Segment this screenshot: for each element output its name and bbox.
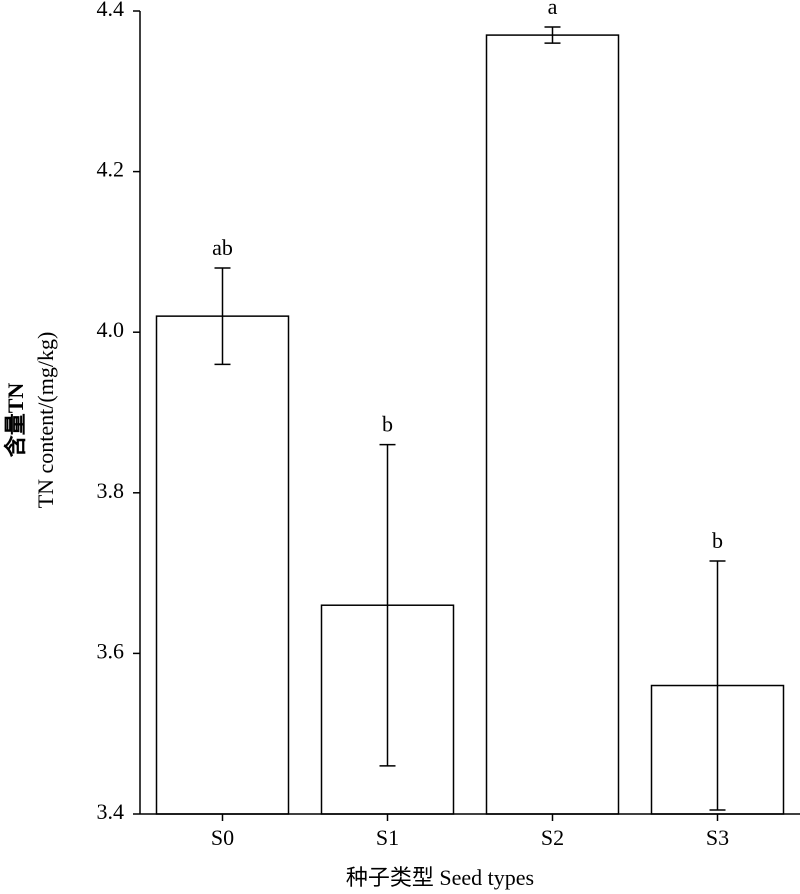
- bar: [155, 315, 290, 815]
- y-axis-title: TN content/(mg/kg): [33, 332, 58, 509]
- y-tick-label: 3.4: [97, 799, 125, 824]
- x-tick-label: S2: [541, 825, 564, 850]
- significance-letter: ab: [212, 235, 233, 260]
- x-tick-label: S1: [376, 825, 399, 850]
- y-axis-title: 含量TN: [3, 383, 28, 458]
- bar: [485, 34, 620, 815]
- x-axis-title: 种子类型 Seed types: [346, 865, 534, 890]
- significance-letter: b: [382, 412, 393, 437]
- y-tick-label: 3.6: [97, 638, 125, 663]
- error-bar: [544, 26, 561, 44]
- y-tick-label: 4.4: [97, 0, 125, 21]
- error-bar: [379, 443, 396, 767]
- significance-letter: a: [548, 0, 558, 19]
- y-tick-label: 4.0: [97, 317, 125, 342]
- error-bar: [214, 267, 231, 366]
- significance-letter: b: [712, 528, 723, 553]
- x-tick-label: S0: [211, 825, 234, 850]
- x-tick-label: S3: [706, 825, 729, 850]
- error-bar: [709, 560, 726, 811]
- y-tick-label: 4.2: [97, 157, 125, 182]
- y-tick-label: 3.8: [97, 478, 125, 503]
